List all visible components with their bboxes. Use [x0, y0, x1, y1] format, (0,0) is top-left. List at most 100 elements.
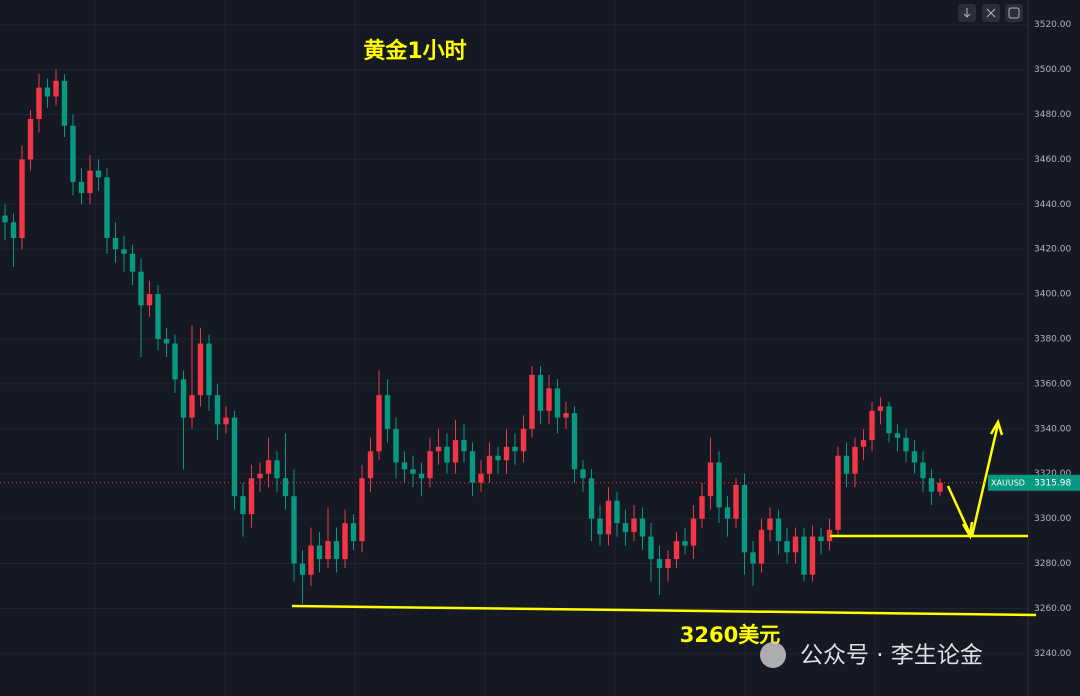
candle-body	[53, 80, 59, 97]
candle-body	[44, 87, 51, 97]
y-tick-label: 3460.00	[1034, 155, 1071, 165]
price-tag	[1028, 474, 1080, 491]
candle-body	[282, 478, 289, 497]
candle-body	[537, 374, 544, 411]
candle-body	[801, 536, 807, 575]
candle-body	[2, 215, 8, 223]
candle-body	[903, 437, 909, 452]
candle-body	[418, 473, 425, 479]
candle-body	[826, 529, 833, 542]
candle-body	[257, 473, 263, 479]
vertical-grid	[0, 0, 1028, 696]
candle-body	[342, 523, 348, 560]
candle-body	[206, 343, 212, 396]
candle-body	[452, 440, 459, 463]
candle-body	[767, 518, 773, 530]
candle-body	[427, 451, 433, 479]
candle-body	[359, 478, 365, 542]
candle-body	[316, 545, 323, 560]
candle-body	[469, 451, 476, 483]
candle-body	[546, 388, 552, 411]
candle-body	[512, 446, 518, 452]
candle-body	[852, 446, 858, 474]
y-tick-label: 3320.00	[1034, 469, 1071, 479]
symbol-label: XAUUSD	[991, 478, 1025, 487]
candle-body	[367, 451, 374, 479]
candle-body	[393, 428, 399, 463]
candle-body	[104, 177, 110, 238]
y-tick-label: 3420.00	[1034, 245, 1071, 255]
candle-body	[750, 552, 756, 564]
candle-body	[614, 500, 620, 524]
candle-body	[937, 482, 943, 492]
y-tick-label: 3520.00	[1034, 20, 1071, 30]
y-tick-label: 3480.00	[1034, 110, 1071, 120]
candle-body	[894, 433, 901, 438]
candle-body	[95, 170, 102, 178]
watermark-text: 公众号 · 李生论金	[800, 643, 983, 669]
candle-body	[248, 478, 255, 515]
candle-body	[121, 249, 127, 254]
candle-body	[486, 455, 493, 474]
candle-body	[639, 518, 646, 537]
candle-body	[478, 473, 484, 483]
candle-body	[146, 294, 153, 306]
candle-body	[809, 536, 816, 575]
candle-body	[597, 518, 603, 535]
candle-body	[529, 374, 535, 429]
candle-body	[350, 523, 357, 542]
candle-body	[877, 406, 884, 411]
watermark: 公众号 · 李生论金	[760, 642, 983, 669]
candle-body	[155, 294, 161, 340]
candle-body	[580, 469, 586, 479]
candle-body	[911, 451, 918, 463]
candle-body	[308, 545, 314, 575]
arrow	[946, 485, 972, 535]
candle-body	[240, 496, 246, 515]
y-tick-label: 3280.00	[1034, 559, 1071, 569]
candle-body	[716, 462, 722, 508]
candle-body	[214, 395, 221, 425]
button[interactable]	[1005, 4, 1023, 22]
candle-body	[36, 87, 42, 119]
candle-body	[410, 469, 416, 474]
candle-body	[886, 406, 892, 434]
candle-body	[520, 428, 527, 452]
candle-body	[231, 417, 238, 497]
candle-body	[571, 413, 578, 470]
candle-body	[682, 541, 688, 546]
candle-body	[665, 559, 671, 569]
candle-body	[78, 181, 85, 194]
arrow-head	[961, 521, 974, 540]
candle-body	[27, 118, 34, 160]
candle-body	[138, 271, 144, 306]
candle-body	[920, 462, 926, 479]
candle-body	[10, 222, 17, 238]
toolbar	[958, 4, 1023, 22]
candle-body	[461, 440, 467, 452]
candle-body	[792, 536, 799, 553]
y-tick-label: 3240.00	[1034, 649, 1071, 659]
candle-body	[19, 159, 25, 238]
candle-body	[384, 395, 391, 429]
candle-body	[299, 563, 306, 575]
candle-body	[87, 170, 93, 194]
candle-body	[656, 559, 663, 569]
candle-body	[928, 478, 935, 492]
candle-body	[707, 462, 714, 497]
arrow	[970, 423, 1000, 537]
candle-body	[843, 455, 850, 474]
last-price-label: 3315.98	[1034, 478, 1071, 488]
candle-body	[631, 518, 637, 533]
candle-body	[401, 462, 408, 470]
candle-body	[435, 446, 442, 452]
candle-body	[265, 460, 272, 474]
candle-body	[197, 343, 204, 396]
candle-body	[129, 253, 136, 272]
candle-body	[61, 80, 68, 126]
candle-body	[325, 541, 331, 560]
support-line	[291, 604, 1037, 617]
candle-body	[70, 125, 76, 182]
